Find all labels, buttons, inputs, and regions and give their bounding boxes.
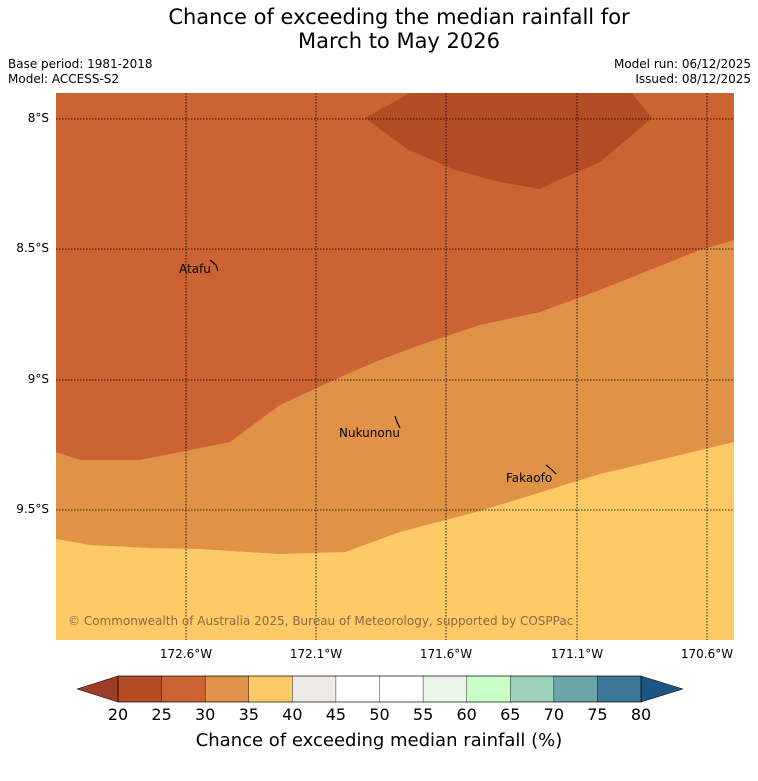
colorbar <box>76 675 684 703</box>
place-label-fakaofo: Fakaofo <box>506 471 553 485</box>
colorbar-cell <box>553 675 598 703</box>
title-line-2: March to May 2026 <box>298 29 500 53</box>
x-tick-171-6w: 171.6°W <box>419 647 473 661</box>
model-name: Model: ACCESS-S2 <box>8 72 120 86</box>
issued-date: Issued: 08/12/2025 <box>635 72 751 86</box>
copyright-notice: © Commonwealth of Australia 2025, Bureau… <box>68 614 574 628</box>
colorbar-tick: 30 <box>194 705 216 724</box>
colorbar-frame <box>117 675 642 703</box>
colorbar-cell <box>466 675 511 703</box>
colorbar-cell <box>510 675 555 703</box>
model-run: Model run: 06/12/2025 <box>613 57 751 71</box>
y-tick-8s: 8°S <box>27 111 49 125</box>
colorbar-tick: 35 <box>238 705 259 724</box>
colorbar-tick: 70 <box>543 705 564 724</box>
colorbar-cell <box>248 675 293 703</box>
x-tick-172-1w: 172.1°W <box>289 647 343 661</box>
coastlines <box>209 259 557 475</box>
place-label-atafu: Atafu <box>179 262 211 276</box>
colorbar-cell <box>335 675 380 703</box>
map-title: Chance of exceeding the median rainfall … <box>0 5 758 53</box>
x-tick-172-6w: 172.6°W <box>159 647 213 661</box>
colorbar-tick: 20 <box>107 705 129 724</box>
colorbar-cell <box>292 675 337 703</box>
gridlines <box>56 93 734 640</box>
x-tick-170-6w: 170.6°W <box>680 647 734 661</box>
colorbar-cell <box>422 675 468 703</box>
colorbar-over-arrow <box>640 675 684 703</box>
atafu-coast <box>209 259 219 272</box>
base-period: Base period: 1981-2018 <box>8 57 153 71</box>
colorbar-tick: 80 <box>630 705 652 724</box>
colorbar-tick: 75 <box>587 705 608 724</box>
colorbar-tick: 45 <box>325 705 347 724</box>
colorbar-tick: 50 <box>369 705 390 724</box>
nukunonu-coast <box>394 415 401 429</box>
map-area <box>56 93 734 640</box>
colorbar-tick: 65 <box>500 705 521 724</box>
y-tick-9s: 9°S <box>27 372 49 386</box>
x-tick-171-1w: 171.1°W <box>550 647 604 661</box>
meta-left: Base period: 1981-2018 Model: ACCESS-S2 <box>8 57 153 87</box>
colorbar-cell <box>379 675 424 703</box>
title-line-1: Chance of exceeding the median rainfall … <box>168 5 630 29</box>
place-label-nukunonu: Nukunonu <box>339 426 400 440</box>
colorbar-tick: 60 <box>456 705 477 724</box>
colorbar-tick: 40 <box>282 705 303 724</box>
colorbar-label: Chance of exceeding median rainfall (%) <box>195 730 563 751</box>
colorbar-tick: 25 <box>151 705 172 724</box>
colorbar-cell <box>597 675 642 703</box>
colorbar-cell <box>204 675 250 703</box>
band-25-30 <box>56 93 734 460</box>
y-tick-9-5s: 9.5°S <box>16 502 49 516</box>
fakaofo-coast <box>545 464 557 475</box>
colorbar-under-arrow <box>76 675 119 703</box>
colorbar-cell <box>161 675 206 703</box>
meta-right: Model run: 06/12/2025 Issued: 08/12/2025 <box>614 57 751 87</box>
colorbar-cell <box>117 675 163 703</box>
y-tick-8-5s: 8.5°S <box>16 241 49 255</box>
band-20-25 <box>365 93 652 189</box>
colorbar-tick: 55 <box>412 705 434 724</box>
